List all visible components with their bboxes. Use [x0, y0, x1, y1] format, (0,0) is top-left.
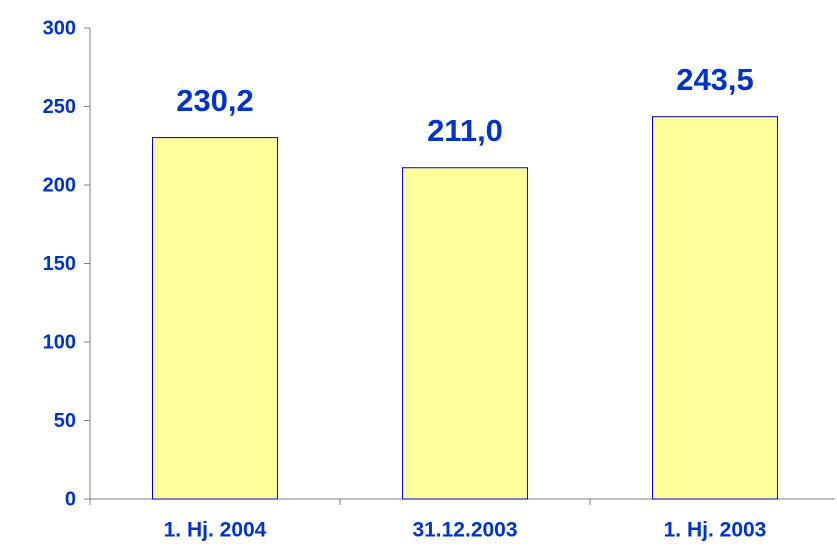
- y-tick-label: 0: [65, 488, 76, 510]
- bar: [152, 137, 278, 500]
- y-tick-label: 50: [54, 410, 76, 432]
- y-tick-label: 200: [43, 174, 76, 196]
- x-tick-label: 1. Hj. 2004: [164, 519, 267, 542]
- y-tick-label: 100: [43, 331, 76, 353]
- bar: [652, 116, 778, 500]
- y-tick-label: 250: [43, 96, 76, 118]
- x-tick-label: 1. Hj. 2003: [664, 519, 767, 542]
- value-label: 243,5: [676, 62, 754, 97]
- bar: [402, 167, 528, 500]
- value-label: 230,2: [176, 83, 254, 118]
- x-tick-label: 31.12.2003: [412, 519, 517, 542]
- value-label: 211,0: [427, 113, 503, 148]
- y-tick-label: 300: [43, 17, 76, 39]
- y-tick-label: 150: [43, 253, 76, 275]
